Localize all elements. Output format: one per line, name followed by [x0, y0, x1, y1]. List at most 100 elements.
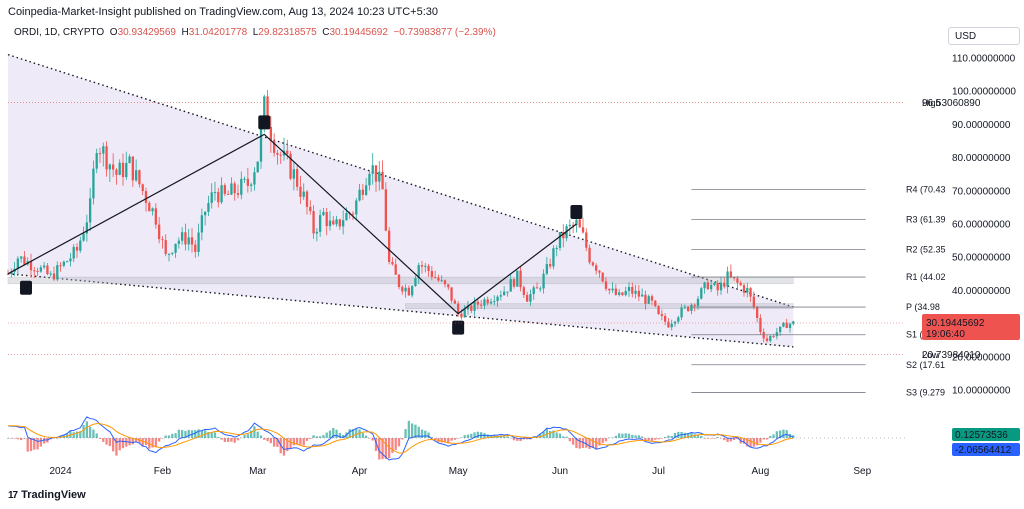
candle[interactable]	[56, 265, 59, 280]
candle[interactable]	[404, 287, 407, 292]
candle[interactable]	[88, 198, 92, 223]
candle[interactable]	[108, 164, 112, 170]
candle[interactable]	[164, 240, 167, 254]
candle[interactable]	[128, 156, 131, 164]
candle[interactable]	[723, 282, 726, 287]
candle[interactable]	[732, 277, 736, 279]
candle[interactable]	[98, 153, 102, 155]
candle[interactable]	[575, 219, 578, 226]
candle[interactable]	[532, 287, 535, 295]
candle[interactable]	[548, 264, 552, 267]
candle[interactable]	[276, 152, 279, 155]
candle[interactable]	[752, 296, 756, 307]
candle[interactable]	[483, 299, 486, 306]
candle[interactable]	[479, 304, 483, 306]
candle[interactable]	[174, 243, 177, 253]
candle[interactable]	[144, 191, 148, 203]
candle[interactable]	[450, 287, 453, 301]
candle[interactable]	[729, 271, 733, 278]
candle[interactable]	[437, 277, 440, 281]
candle[interactable]	[335, 219, 338, 225]
candle[interactable]	[75, 246, 79, 251]
candle[interactable]	[62, 261, 66, 266]
candle[interactable]	[134, 170, 138, 181]
candle[interactable]	[594, 265, 598, 271]
candle[interactable]	[65, 261, 69, 263]
candle[interactable]	[364, 185, 368, 195]
candle[interactable]	[391, 261, 394, 265]
candle[interactable]	[473, 301, 476, 311]
support-zone[interactable]	[7, 276, 794, 285]
wedge-lower-trendline[interactable]	[7, 273, 794, 348]
candle[interactable]	[236, 193, 240, 195]
candle[interactable]	[190, 237, 194, 245]
candle[interactable]	[240, 178, 243, 195]
candle[interactable]	[407, 287, 411, 296]
candle[interactable]	[650, 296, 654, 301]
candle[interactable]	[414, 277, 417, 287]
candle[interactable]	[345, 213, 348, 221]
candle[interactable]	[46, 265, 49, 275]
candle[interactable]	[371, 165, 374, 174]
candle[interactable]	[746, 287, 749, 293]
candle[interactable]	[719, 282, 723, 291]
candle[interactable]	[177, 240, 181, 244]
candle[interactable]	[562, 232, 565, 239]
candle[interactable]	[703, 282, 706, 289]
candle[interactable]	[430, 270, 434, 278]
candle[interactable]	[716, 283, 719, 291]
candle[interactable]	[778, 326, 782, 333]
candle[interactable]	[470, 305, 473, 311]
candle[interactable]	[213, 191, 217, 193]
candle[interactable]	[463, 309, 466, 318]
candle[interactable]	[361, 189, 365, 195]
candle[interactable]	[82, 233, 85, 241]
candle[interactable]	[200, 215, 204, 233]
candle[interactable]	[739, 282, 742, 286]
candle[interactable]	[203, 211, 207, 216]
candle[interactable]	[121, 162, 125, 178]
candle[interactable]	[772, 335, 775, 337]
candle[interactable]	[315, 231, 319, 234]
pattern-point-b-badge[interactable]	[258, 115, 271, 130]
candle[interactable]	[266, 96, 269, 127]
candle[interactable]	[476, 301, 480, 305]
candle[interactable]	[52, 273, 56, 280]
candle[interactable]	[194, 244, 197, 252]
candle[interactable]	[92, 168, 95, 199]
candle[interactable]	[585, 232, 588, 248]
candle[interactable]	[489, 301, 493, 304]
candle[interactable]	[338, 219, 342, 227]
candle[interactable]	[677, 317, 680, 322]
candle[interactable]	[312, 211, 315, 234]
candle[interactable]	[131, 156, 135, 181]
candle[interactable]	[59, 265, 62, 267]
candle[interactable]	[33, 270, 36, 272]
candle[interactable]	[617, 292, 621, 295]
candle[interactable]	[690, 304, 693, 311]
candle[interactable]	[10, 271, 13, 274]
candle[interactable]	[493, 301, 496, 303]
candle[interactable]	[420, 265, 424, 267]
candle[interactable]	[440, 280, 443, 282]
signal-line[interactable]	[7, 423, 794, 454]
candle[interactable]	[644, 294, 647, 304]
candle[interactable]	[184, 232, 187, 245]
candle[interactable]	[355, 200, 358, 215]
candle[interactable]	[683, 306, 687, 308]
candle[interactable]	[759, 318, 762, 333]
candle[interactable]	[512, 279, 516, 287]
candle[interactable]	[785, 322, 788, 328]
candle[interactable]	[102, 146, 105, 154]
candle[interactable]	[118, 162, 121, 175]
candle[interactable]	[496, 296, 499, 302]
candle[interactable]	[624, 291, 627, 296]
candle[interactable]	[782, 322, 785, 327]
candle[interactable]	[95, 153, 98, 169]
candle[interactable]	[509, 279, 512, 292]
candle[interactable]	[486, 299, 489, 304]
candle[interactable]	[660, 314, 664, 316]
candle[interactable]	[447, 284, 450, 288]
candle[interactable]	[180, 232, 184, 241]
